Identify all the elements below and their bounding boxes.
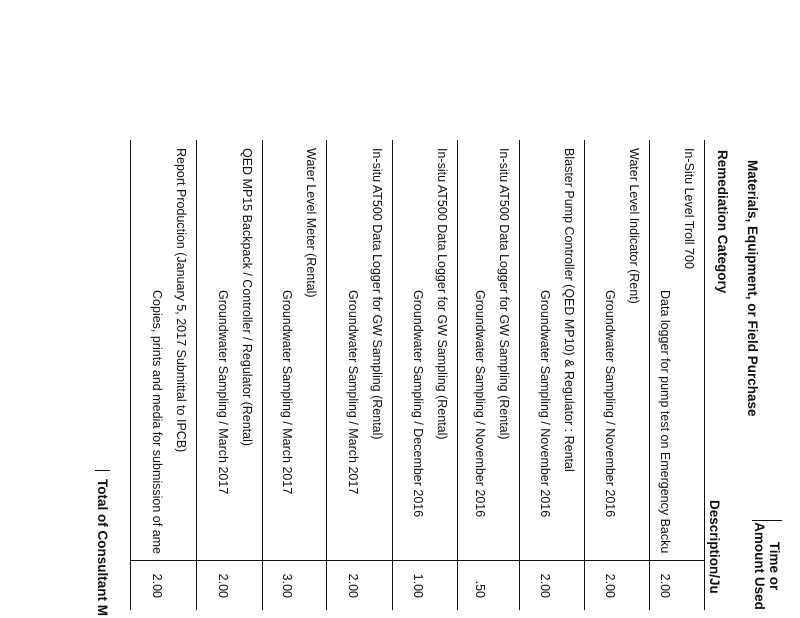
row-description: Groundwater Sampling / March 2017 bbox=[216, 290, 230, 495]
row-description: Groundwater Sampling / December 2016 bbox=[411, 290, 425, 518]
table-row: Water Level Meter (Rental) Groundwater S… bbox=[262, 140, 327, 610]
row-item: In-Situ Level Troll 700 bbox=[682, 148, 696, 269]
table-row: Report Production (January 5, 2017 Submi… bbox=[130, 140, 197, 610]
header-materials: Materials, Equipment, or Field Purchase bbox=[745, 160, 760, 417]
row-description: Copies, prints and media for submission … bbox=[150, 290, 164, 555]
row-item: Report Production (January 5, 2017 Submi… bbox=[174, 148, 188, 453]
row-amount: 2.00 bbox=[658, 573, 672, 598]
row-amount: 2.00 bbox=[150, 573, 164, 598]
row-amount: 2.00 bbox=[603, 573, 617, 598]
table-row: Water Level Indicator (Rent) Groundwater… bbox=[584, 140, 650, 610]
total-label: Total of Consultant M bbox=[95, 470, 110, 616]
row-item: In-situ AT500 Data Logger for GW Samplin… bbox=[370, 148, 384, 440]
table-row: In-situ AT500 Data Logger for GW Samplin… bbox=[326, 140, 393, 610]
row-amount: 2.00 bbox=[216, 573, 230, 598]
row-amount: 2.00 bbox=[538, 573, 552, 598]
table-row: In-Situ Level Troll 700 Data logger for … bbox=[649, 140, 705, 610]
header-description: Description/Ju bbox=[707, 500, 722, 594]
row-amount: .50 bbox=[473, 580, 487, 598]
row-item: QED MP15 Backpack / Controller / Regulat… bbox=[240, 148, 254, 447]
row-description: Groundwater Sampling / November 2016 bbox=[473, 290, 487, 518]
row-item: In-situ AT500 Data Logger for GW Samplin… bbox=[497, 148, 511, 440]
row-description: Data logger for pump test on Emergency B… bbox=[658, 290, 672, 554]
row-item: In-situ AT500 Data Logger for GW Samplin… bbox=[435, 148, 449, 440]
row-amount: 3.00 bbox=[280, 573, 294, 598]
row-item: Water Level Indicator (Rent) bbox=[627, 148, 641, 304]
table-row: In-situ AT500 Data Logger for GW Samplin… bbox=[457, 140, 520, 610]
row-item: Blaster Pump Controller (QED MP10) & Reg… bbox=[562, 148, 576, 472]
header-category: Remediation Category bbox=[715, 150, 730, 294]
row-description: Groundwater Sampling / November 2016 bbox=[603, 290, 617, 518]
row-description: Groundwater Sampling / March 2017 bbox=[346, 290, 360, 495]
header-time-amount: Time or Amount Used bbox=[752, 520, 782, 611]
table-row: Blaster Pump Controller (QED MP10) & Reg… bbox=[519, 140, 585, 610]
row-item: Water Level Meter (Rental) bbox=[304, 148, 318, 298]
table-row: In-situ AT500 Data Logger for GW Samplin… bbox=[392, 140, 458, 610]
row-description: Groundwater Sampling / November 2016 bbox=[538, 290, 552, 518]
table-row: QED MP15 Backpack / Controller / Regulat… bbox=[196, 140, 263, 610]
row-amount: 2.00 bbox=[346, 573, 360, 598]
row-description: Groundwater Sampling / March 2017 bbox=[280, 290, 294, 495]
row-amount: 1.00 bbox=[411, 573, 425, 598]
